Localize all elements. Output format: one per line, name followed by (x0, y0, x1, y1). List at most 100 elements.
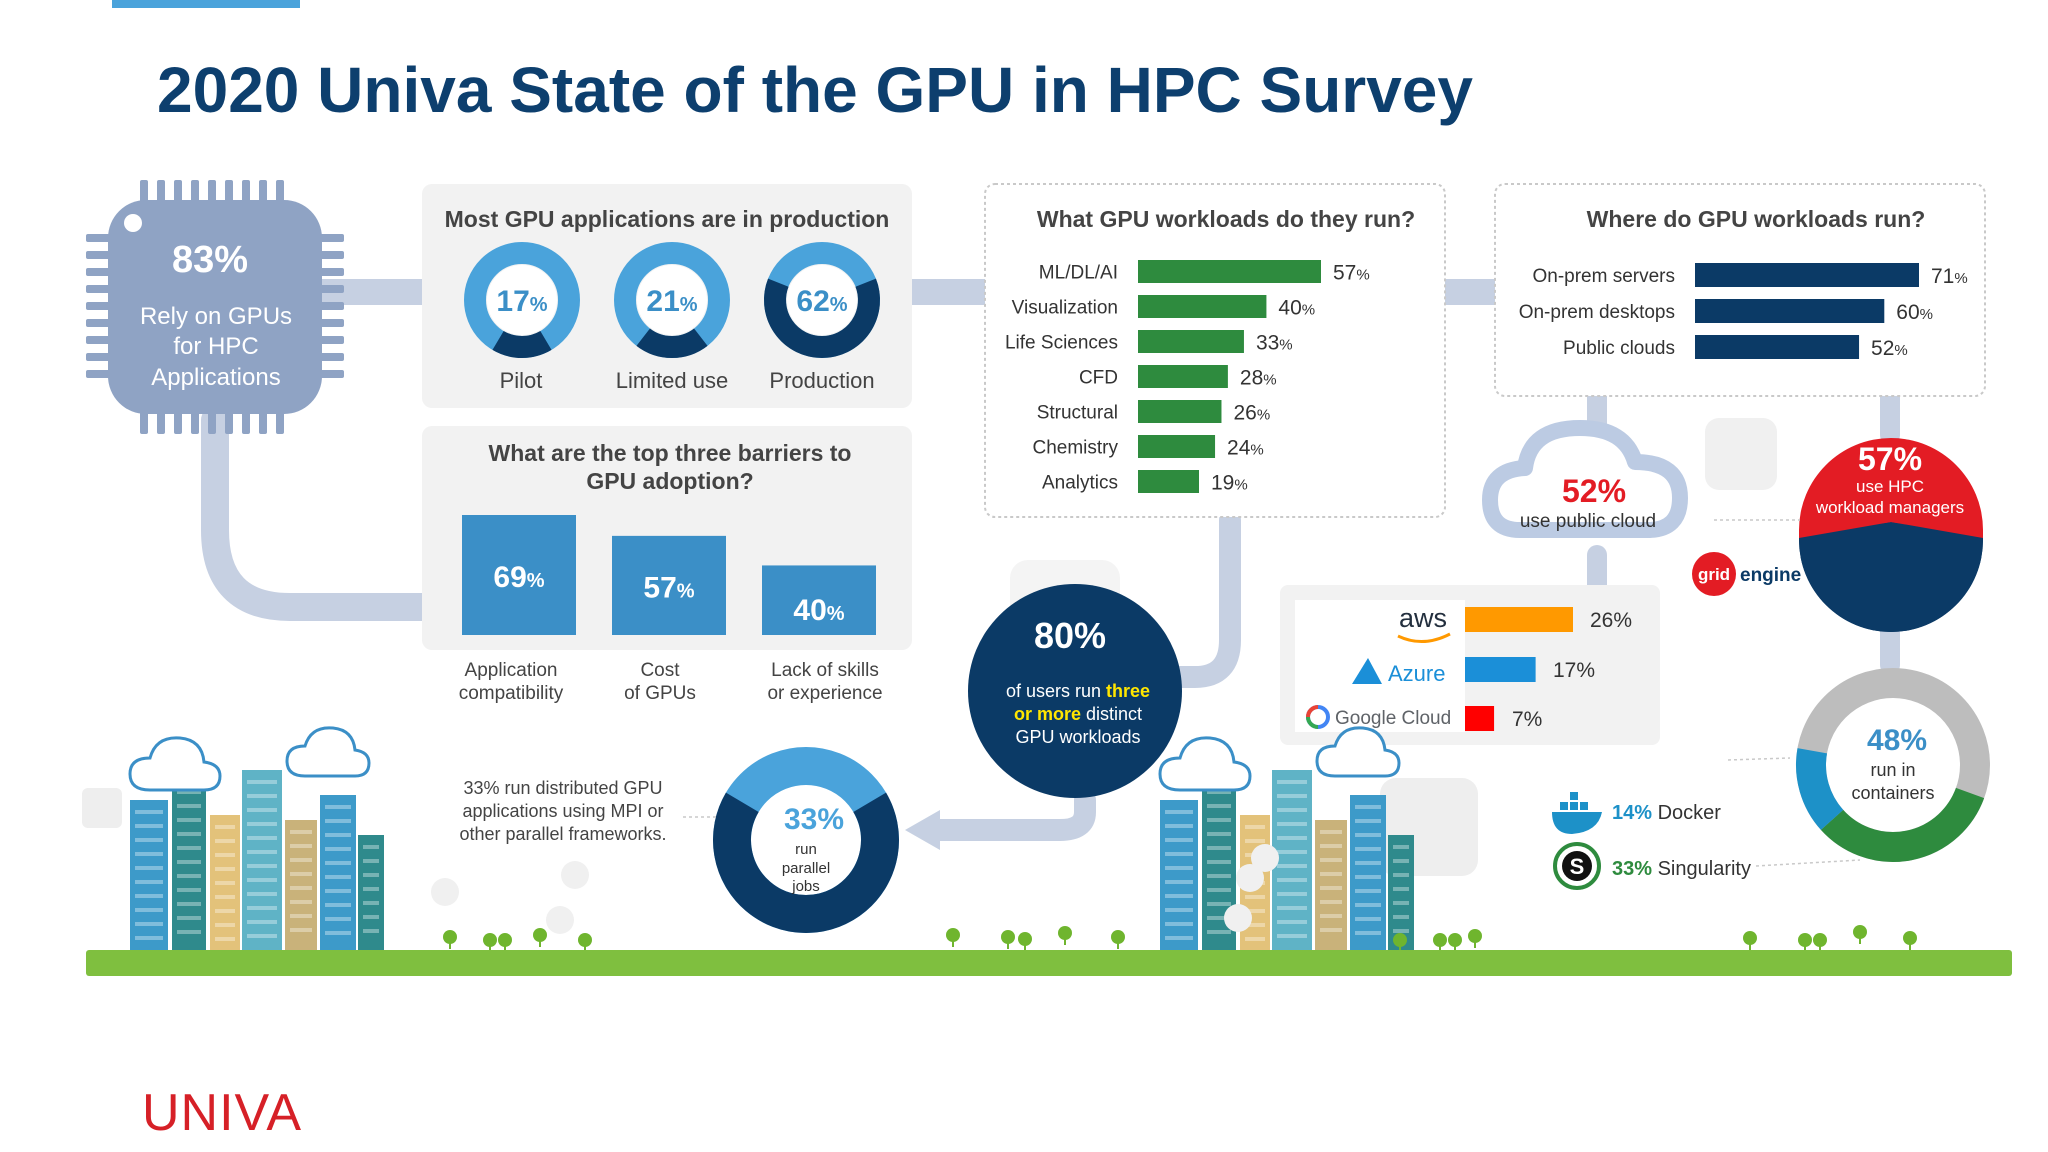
chip-line-3: Applications (151, 364, 280, 391)
public-cloud-label: use public cloud (1520, 511, 1656, 532)
containers-donut (1796, 668, 1990, 862)
distinct-workloads-circle (968, 584, 1182, 798)
distinct-line-2: or more distinct (1014, 704, 1142, 724)
where-value-0: 71% (1931, 265, 1968, 288)
production-donut-slice-0 (492, 330, 552, 358)
svg-text:S: S (1570, 854, 1585, 879)
workload-label-2: Life Sciences (1005, 333, 1118, 354)
workloads-title: What GPU workloads do they run? (1037, 206, 1415, 232)
hpc-managers-line-2: workload managers (1815, 498, 1964, 517)
svg-text:grid: grid (1698, 565, 1730, 584)
workload-bar-0 (1138, 260, 1321, 283)
workload-value-4: 26% (1233, 402, 1270, 425)
workload-bar-4 (1138, 400, 1222, 423)
singularity-text: 33% Singularity (1612, 858, 1751, 880)
barriers-title-line-2: GPU adoption? (586, 468, 753, 494)
arrow-left-icon (905, 810, 940, 850)
barrier-bar-1 (612, 535, 726, 635)
aws-smile-icon (1397, 632, 1451, 643)
barrier-label-0-1: compatibility (459, 683, 564, 704)
parallel-line-1: run (795, 841, 817, 858)
provider-value-2: 7% (1512, 708, 1542, 731)
workload-bar-2 (1138, 330, 1244, 353)
chip-line-2: for HPC (173, 333, 258, 360)
barrier-label-1-0: Cost (640, 660, 680, 681)
containers-slice-singularity (1820, 787, 1985, 862)
ground-strip (86, 950, 2012, 976)
workload-value-6: 19% (1211, 472, 1248, 495)
provider-value-0: 26% (1590, 609, 1632, 632)
parallel-note-line-1: 33% run distributed GPU (463, 778, 662, 798)
production-donut-slice-1 (636, 328, 708, 358)
provider-bar-0 (1465, 607, 1573, 632)
barrier-label-2-1: or experience (767, 683, 882, 704)
where-panel (1494, 183, 1986, 397)
production-title: Most GPU applications are in production (445, 206, 890, 232)
parallel-line-2: parallel (782, 860, 830, 877)
production-value-1: 21% (646, 285, 697, 318)
provider-bar-1 (1465, 657, 1536, 682)
chip-icon (86, 180, 344, 434)
grid-engine-logo: grid engine (1692, 552, 1801, 596)
provider-value-1: 17% (1553, 659, 1595, 682)
hpc-managers-icon (1799, 438, 1983, 632)
cloud-icon (1482, 420, 1688, 538)
workload-value-2: 33% (1256, 332, 1293, 355)
page-title: 2020 Univa State of the GPU in HPC Surve… (157, 54, 1473, 126)
barrier-label-1-1: of GPUs (624, 683, 696, 704)
distinct-line-1: of users run three (1006, 681, 1150, 701)
barrier-label-2-0: Lack of skills (771, 660, 879, 681)
parallel-line-3: jobs (791, 878, 820, 895)
distinct-line-3: GPU workloads (1015, 727, 1140, 747)
azure-logo: Azure (1388, 661, 1445, 686)
where-label-0: On-prem servers (1532, 266, 1675, 287)
barrier-value-2: 40% (793, 594, 844, 627)
docker-text: 14% Docker (1612, 802, 1721, 824)
barrier-value-0: 69% (493, 561, 544, 594)
workload-label-0: ML/DL/AI (1039, 263, 1118, 284)
workload-bar-5 (1138, 435, 1216, 458)
aws-logo: aws (1399, 603, 1447, 633)
public-cloud-value: 52% (1562, 473, 1626, 509)
hpc-managers-line-1: use HPC (1856, 477, 1924, 496)
workload-bars: ML/DL/AI 57% Visualization 40% Life Sciences… (1005, 260, 1370, 495)
where-label-2: Public clouds (1563, 338, 1675, 359)
chip-value: 83% (172, 239, 248, 281)
production-donuts: 17% Pilot 21% Limited use 62% Production (464, 242, 880, 393)
workload-value-1: 40% (1278, 297, 1315, 320)
production-value-0: 17% (496, 285, 547, 318)
workload-value-0: 57% (1333, 262, 1370, 285)
where-value-2: 52% (1871, 337, 1908, 360)
workload-bar-3 (1138, 365, 1228, 388)
where-bar-1 (1695, 299, 1885, 323)
provider-bars: 26% 17% 7% (1465, 607, 1632, 731)
docker-icon (1552, 792, 1602, 834)
production-label-0: Pilot (500, 368, 543, 393)
hpc-managers-value: 57% (1858, 441, 1922, 477)
production-label-1: Limited use (616, 368, 729, 393)
parallel-donut (713, 747, 899, 933)
workload-label-3: CFD (1079, 368, 1118, 389)
provider-bar-2 (1465, 706, 1495, 731)
barrier-value-1: 57% (643, 571, 694, 604)
where-value-1: 60% (1896, 301, 1933, 324)
workload-label-6: Analytics (1042, 473, 1118, 494)
workload-value-3: 28% (1240, 367, 1277, 390)
workload-label-4: Structural (1037, 403, 1118, 424)
where-title: Where do GPU workloads run? (1587, 206, 1926, 232)
azure-logo-icon (1352, 658, 1382, 684)
chip-line-1: Rely on GPUs (140, 303, 292, 330)
parallel-value: 33% (784, 803, 844, 836)
containers-value: 48% (1867, 724, 1927, 757)
containers-line-2: containers (1851, 783, 1934, 803)
univa-logo: UNIVA (142, 1084, 302, 1142)
top-accent-bar (112, 0, 300, 8)
where-bar-2 (1695, 335, 1860, 359)
google-cloud-logo: Google Cloud (1335, 708, 1451, 729)
workload-value-5: 24% (1227, 437, 1264, 460)
google-cloud-icon (1306, 705, 1330, 729)
where-bars: On-prem servers 71% On-prem desktops 60% Pub… (1519, 263, 1968, 360)
parallel-note-line-2: applications using MPI or (462, 801, 663, 821)
